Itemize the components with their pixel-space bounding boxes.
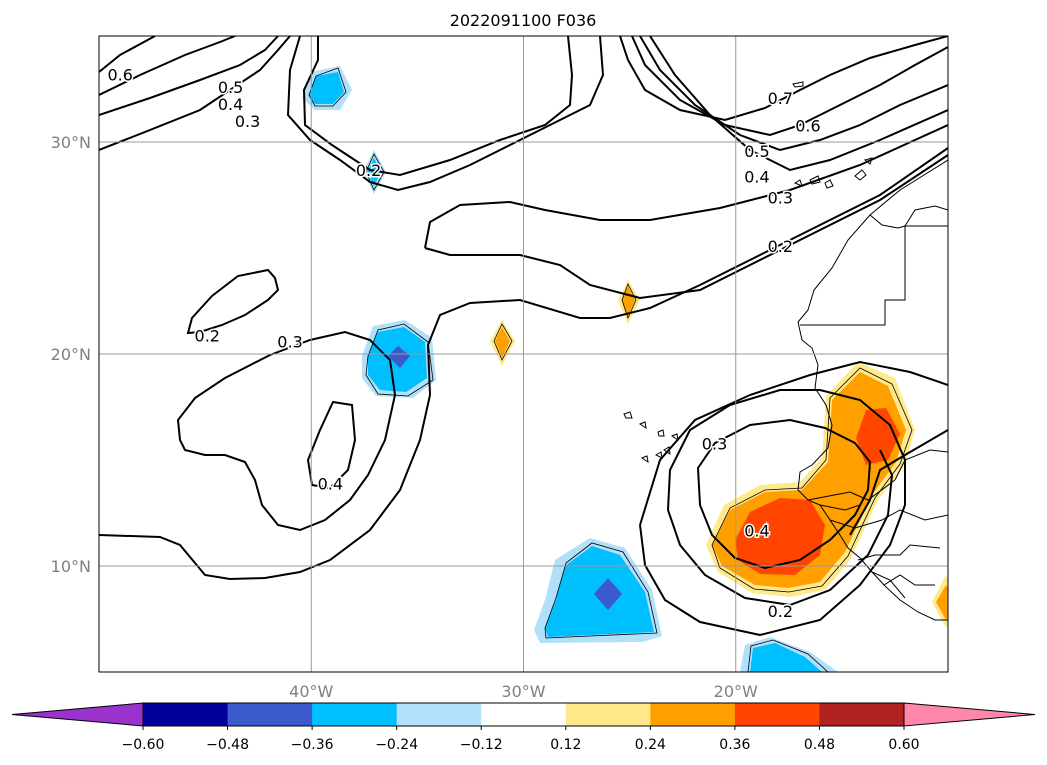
colorbar-segment	[227, 703, 313, 726]
contour-label: 0.2	[195, 326, 220, 345]
colorbar-tick-label: −0.24	[375, 737, 418, 753]
contour-label: 0.2	[768, 602, 793, 621]
map-area: 0.60.50.40.30.20.70.60.50.40.30.20.2 0.30…	[99, 36, 948, 672]
colorbar-tick-label: −0.60	[122, 737, 165, 753]
colorbar-frame	[142, 702, 905, 727]
latitude-tick-label: 10°N	[51, 557, 91, 576]
colorbar-segment	[819, 703, 905, 726]
contour-label: 0.6	[795, 116, 820, 135]
latitude-tick-label: 30°N	[51, 133, 91, 152]
contour-label: 0.3	[768, 188, 793, 207]
negative-anomaly-region	[388, 346, 410, 368]
positive-anomaly-region	[495, 327, 510, 358]
colorbar-tick-label: 0.24	[635, 737, 666, 753]
contour-label: 0.4	[744, 521, 769, 540]
grid-lines	[99, 36, 948, 672]
negative-anomaly-region	[367, 158, 381, 186]
negative-anomaly-region	[750, 643, 822, 672]
colorbar-tick-label: 0.12	[550, 737, 581, 753]
latitude-labels: 10°N 20°N 30°N	[51, 133, 91, 576]
contour-lines	[99, 36, 948, 637]
longitude-labels: 40°W 30°W 20°W	[289, 682, 758, 701]
colorbar-tick-label: −0.36	[291, 737, 334, 753]
longitude-tick-label: 40°W	[289, 682, 333, 701]
colorbar-tick-label: 0.60	[888, 737, 919, 753]
colorbar-tick-label: 0.48	[804, 737, 835, 753]
colorbar-tick-label: −0.12	[460, 737, 503, 753]
contour-labels: 0.60.50.40.30.20.70.60.50.40.30.20.2 0.30…	[106, 64, 822, 622]
contour-label: 0.2	[768, 237, 793, 256]
negative-anomaly-region	[594, 578, 622, 610]
colorbar-tick-label: 0.36	[719, 737, 750, 753]
contour-label: 0.7	[768, 89, 793, 108]
colorbar-extend-low	[11, 702, 144, 727]
contour-label: 0.6	[107, 66, 132, 85]
latitude-tick-label: 20°N	[51, 345, 91, 364]
colorbar-segment	[312, 703, 398, 726]
coastlines	[623, 81, 948, 621]
positive-anomaly-region	[735, 498, 825, 575]
contour-label: 0.4	[744, 167, 769, 186]
longitude-tick-label: 20°W	[714, 682, 758, 701]
contour-label: 0.4	[318, 475, 343, 494]
chart-title: 2022091100 F036	[450, 11, 597, 30]
colorbar-extend-high	[903, 702, 1036, 727]
colorbar-segment	[565, 703, 651, 726]
contour-label: 0.3	[235, 112, 260, 131]
colorbar-segment	[143, 703, 229, 726]
colorbar: −0.60 −0.48 −0.36 −0.24 −0.12 0.12 0.24 0.36 0.4…	[11, 702, 1036, 753]
longitude-tick-label: 30°W	[501, 682, 545, 701]
colorbar-segment	[396, 703, 482, 726]
positive-anomaly-region	[856, 408, 900, 465]
contour-label: 0.5	[744, 142, 769, 161]
negative-anomaly-region	[309, 72, 344, 104]
positive-anomaly-region	[936, 585, 948, 620]
colorbar-segment	[481, 703, 567, 726]
contour-label: 0.2	[356, 161, 381, 180]
shaded-outlines	[308, 67, 913, 672]
colorbar-segment	[650, 703, 736, 726]
contour-label: 0.4	[218, 95, 243, 114]
contour-label: 0.3	[277, 333, 302, 352]
colorbar-tick-label: −0.48	[206, 737, 249, 753]
contour-label: 0.3	[702, 434, 727, 453]
map-frame	[98, 35, 949, 673]
contour-label: 0.5	[218, 78, 243, 97]
colorbar-segment	[734, 703, 820, 726]
